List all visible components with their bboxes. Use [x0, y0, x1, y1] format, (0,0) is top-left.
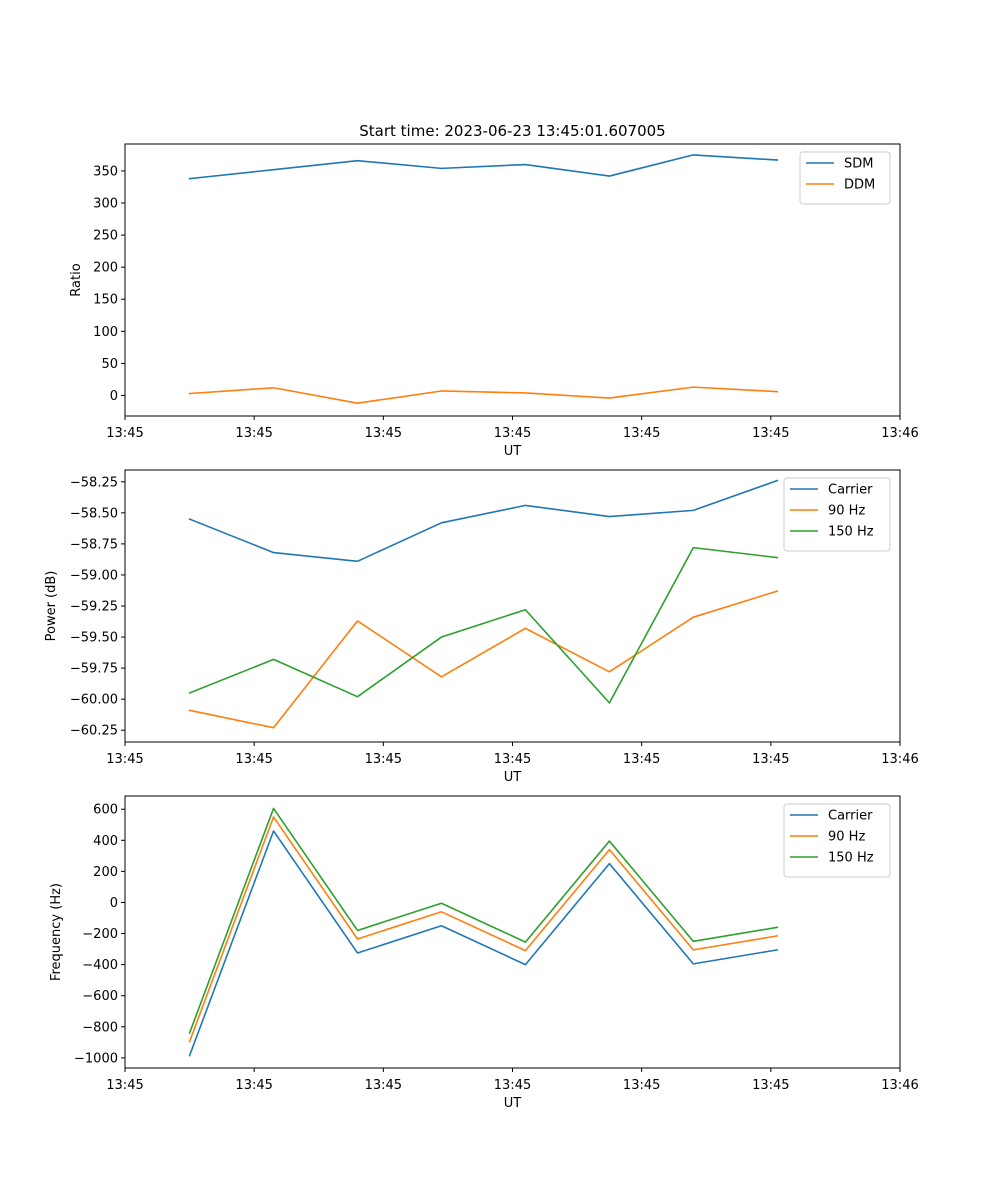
figure-title: Start time: 2023-06-23 13:45:01.607005 — [359, 122, 665, 140]
ratio-y-tick-label: 350 — [93, 164, 118, 179]
ratio-x-axis-label: UT — [504, 444, 522, 459]
power-y-axis-label: Power (dB) — [44, 571, 59, 642]
frequency-subplot: −1000 −800 −600 −400 −200 0 200 400 600 13:45 13:4… — [49, 795, 919, 1111]
frequency-series-line-carrier — [188, 830, 779, 1057]
frequency-x-tick-label: 13:46 — [881, 1078, 918, 1093]
frequency-y-tick-label: 200 — [93, 865, 118, 880]
frequency-x-tick-label: 13:45 — [106, 1078, 143, 1093]
ratio-y-tick-label: 100 — [93, 325, 118, 340]
power-legend-label: 90 Hz — [828, 504, 865, 519]
power-y-tick-label: −59.50 — [70, 631, 118, 646]
ratio-x-tick-label: 13:45 — [235, 426, 272, 441]
power-y-tick-label: −58.50 — [70, 506, 118, 521]
power-y-tick-label: −60.00 — [70, 693, 118, 708]
power-y-tick-label: −60.25 — [70, 724, 118, 739]
power-y-tick-label: −59.00 — [70, 568, 118, 583]
power-x-tick-label: 13:45 — [106, 752, 143, 767]
ratio-x-tick-label: 13:45 — [494, 426, 531, 441]
power-subplot: −60.25 −60.00 −59.75 −59.50 −59.25 −59.00 −58.… — [44, 469, 919, 785]
ratio-x-tick-label: 13:46 — [881, 426, 918, 441]
power-y-tick-label: −58.75 — [70, 537, 118, 552]
frequency-legend-label: 150 Hz — [828, 851, 874, 866]
power-series-line-90-hz — [188, 590, 779, 729]
ratio-x-tick-label: 13:45 — [752, 426, 789, 441]
ratio-x-tick-label: 13:45 — [365, 426, 402, 441]
frequency-series-line-150-hz — [188, 807, 779, 1035]
power-y-tick-label: −59.25 — [70, 600, 118, 615]
ratio-subplot: 0 50 100 150 200 250 300 350 13:45 13:45 13:45 13:4… — [69, 143, 919, 459]
power-series-line-carrier — [188, 479, 779, 563]
power-x-tick-label: 13:45 — [623, 752, 660, 767]
frequency-y-tick-label: 600 — [93, 803, 118, 818]
frequency-series-line-90-hz — [188, 816, 779, 1043]
power-x-tick-label: 13:45 — [752, 752, 789, 767]
power-series-line-150-hz — [188, 546, 779, 704]
ratio-axes-frame — [124, 143, 901, 417]
ratio-series-line-ddm — [188, 386, 779, 404]
frequency-legend-box — [783, 803, 891, 878]
frequency-x-tick-label: 13:45 — [623, 1078, 660, 1093]
power-legend-box — [783, 477, 891, 552]
frequency-y-tick-label: −1000 — [74, 1051, 118, 1066]
ratio-y-tick-label: 0 — [110, 389, 118, 404]
power-legend-label: Carrier — [828, 483, 873, 498]
power-y-tick-label: −58.25 — [70, 475, 118, 490]
frequency-y-tick-label: −800 — [82, 1020, 118, 1035]
power-axes-frame — [124, 469, 901, 743]
ratio-legend: SDM DDM — [799, 151, 891, 205]
ratio-x-tick-label: 13:45 — [623, 426, 660, 441]
ratio-legend-label: SDM — [844, 157, 873, 172]
power-x-axis-label: UT — [504, 770, 522, 785]
power-legend: Carrier 90 Hz 150 Hz — [783, 477, 891, 552]
frequency-y-tick-label: −200 — [82, 927, 118, 942]
frequency-y-tick-label: 0 — [110, 896, 118, 911]
frequency-x-tick-label: 13:45 — [365, 1078, 402, 1093]
ratio-y-axis-label: Ratio — [69, 263, 84, 296]
ratio-y-tick-label: 300 — [93, 197, 118, 212]
power-x-tick-label: 13:45 — [235, 752, 272, 767]
power-x-tick-label: 13:45 — [365, 752, 402, 767]
ratio-y-tick-label: 250 — [93, 229, 118, 244]
ratio-legend-box — [799, 151, 891, 205]
ratio-x-tick-label: 13:45 — [106, 426, 143, 441]
frequency-legend-label: 90 Hz — [828, 830, 865, 845]
frequency-y-tick-label: −400 — [82, 958, 118, 973]
frequency-y-tick-label: −600 — [82, 989, 118, 1004]
power-x-tick-label: 13:46 — [881, 752, 918, 767]
ratio-series-line-sdm — [188, 154, 779, 180]
frequency-axes-frame — [124, 795, 901, 1069]
frequency-legend: Carrier 90 Hz 150 Hz — [783, 803, 891, 878]
frequency-x-tick-label: 13:45 — [494, 1078, 531, 1093]
power-y-tick-label: −59.75 — [70, 662, 118, 677]
frequency-y-axis-label: Frequency (Hz) — [49, 883, 64, 981]
ratio-y-tick-label: 150 — [93, 293, 118, 308]
frequency-x-tick-label: 13:45 — [235, 1078, 272, 1093]
power-legend-label: 150 Hz — [828, 525, 874, 540]
power-x-tick-label: 13:45 — [494, 752, 531, 767]
frequency-x-axis-label: UT — [504, 1096, 522, 1111]
frequency-x-tick-label: 13:45 — [752, 1078, 789, 1093]
frequency-legend-label: Carrier — [828, 809, 873, 824]
ratio-y-tick-label: 200 — [93, 261, 118, 276]
ratio-y-tick-label: 50 — [101, 357, 118, 372]
frequency-y-tick-label: 400 — [93, 834, 118, 849]
ratio-legend-label: DDM — [844, 178, 875, 193]
